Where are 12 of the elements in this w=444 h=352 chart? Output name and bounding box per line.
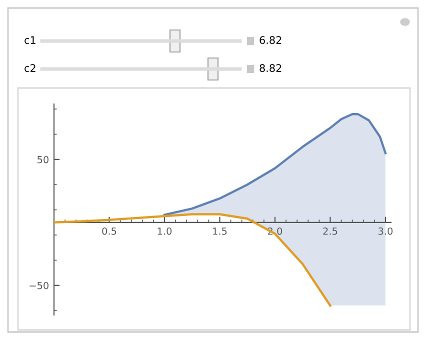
x-tick-label: 2.5 <box>323 227 338 235</box>
y-tick-label: 50 <box>38 156 48 164</box>
text: 8.82 <box>260 64 282 72</box>
x-tick-label: 3.0 <box>378 227 393 235</box>
y-tick-label: −50 <box>30 282 48 290</box>
text: c2 <box>24 64 36 72</box>
line-series <box>163 112 387 216</box>
text: 6.82 <box>260 36 282 44</box>
x-tick-label: 0.5 <box>102 227 116 235</box>
text: c1 <box>24 36 36 44</box>
x-tick-label: 1.0 <box>158 227 172 235</box>
x-tick-label: 1.5 <box>213 228 227 235</box>
